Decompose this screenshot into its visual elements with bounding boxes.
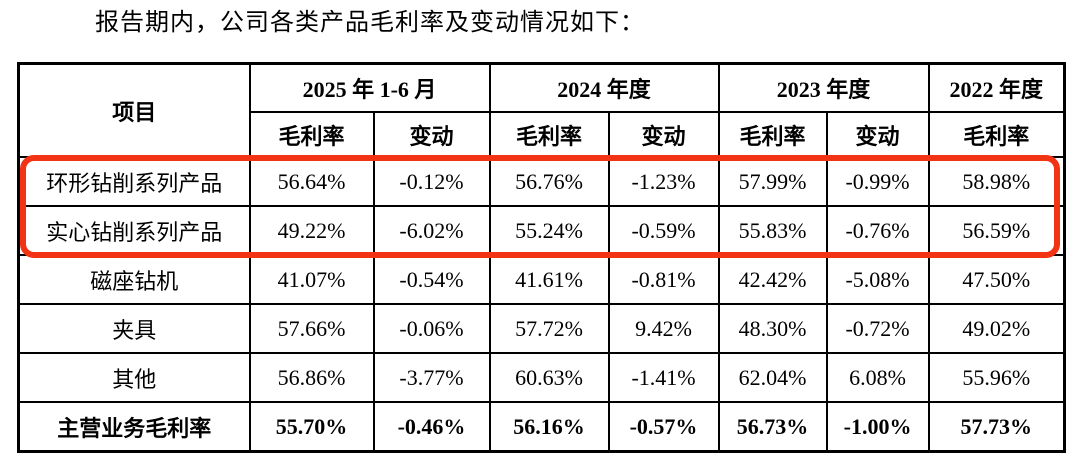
- subheader-gross-margin: 毛利率: [488, 111, 610, 158]
- cell: 49.22%: [248, 205, 375, 256]
- cell: 42.42%: [717, 254, 828, 305]
- cell: 49.02%: [927, 303, 1066, 354]
- cell: -0.81%: [607, 254, 720, 305]
- header-row-periods: 项目 2025 年 1-6 月 2024 年度 2023 年度 2022 年度: [17, 62, 1066, 158]
- cell: -1.41%: [607, 352, 720, 403]
- cell: 58.98%: [927, 156, 1066, 207]
- subheader-change: 变动: [607, 111, 720, 158]
- cell: -0.57%: [607, 401, 720, 453]
- cell: 57.72%: [488, 303, 610, 354]
- table-row-annular-drilling: 环形钻削系列产品 56.64% -0.12% 56.76% -1.23% 57.…: [17, 156, 1066, 207]
- period-header-2025h1: 2025 年 1-6 月: [248, 62, 491, 113]
- cell: 47.50%: [927, 254, 1066, 305]
- period-header-2022: 2022 年度: [927, 62, 1066, 113]
- table-row-fixtures: 夹具 57.66% -0.06% 57.72% 9.42% 48.30% -0.…: [17, 303, 1066, 354]
- row-label: 其他: [17, 352, 251, 403]
- cell: 57.99%: [717, 156, 828, 207]
- cell: 55.24%: [488, 205, 610, 256]
- cell: 56.16%: [488, 401, 610, 453]
- page-title: 报告期内，公司各类产品毛利率及变动情况如下：: [95, 10, 645, 36]
- cell: 55.70%: [248, 401, 375, 453]
- cell: -0.76%: [825, 205, 930, 256]
- cell: -1.23%: [607, 156, 720, 207]
- cell: 60.63%: [488, 352, 610, 403]
- subheader-change: 变动: [372, 111, 491, 158]
- cell: 56.64%: [248, 156, 375, 207]
- period-header-2024: 2024 年度: [488, 62, 720, 113]
- period-header-2023: 2023 年度: [717, 62, 930, 113]
- cell: -0.59%: [607, 205, 720, 256]
- cell: 55.83%: [717, 205, 828, 256]
- cell: 57.73%: [927, 401, 1066, 453]
- cell: 57.66%: [248, 303, 375, 354]
- cell: -0.99%: [825, 156, 930, 207]
- cell: -1.00%: [825, 401, 930, 453]
- subheader-gross-margin: 毛利率: [927, 111, 1066, 158]
- cell: -0.06%: [372, 303, 491, 354]
- gross-margin-table: 项目 2025 年 1-6 月 2024 年度 2023 年度 2022 年度 …: [17, 62, 1067, 453]
- cell: -5.08%: [825, 254, 930, 305]
- cell: 55.96%: [927, 352, 1066, 403]
- table-row-solid-drilling: 实心钻削系列产品 49.22% -6.02% 55.24% -0.59% 55.…: [17, 205, 1066, 256]
- row-label: 磁座钻机: [17, 254, 251, 305]
- cell: 62.04%: [717, 352, 828, 403]
- cell: 48.30%: [717, 303, 828, 354]
- cell: 56.59%: [927, 205, 1066, 256]
- cell: -0.54%: [372, 254, 491, 305]
- cell: 9.42%: [607, 303, 720, 354]
- row-label: 实心钻削系列产品: [17, 205, 251, 256]
- cell: -0.72%: [825, 303, 930, 354]
- cell: 56.73%: [717, 401, 828, 453]
- subheader-gross-margin: 毛利率: [717, 111, 828, 158]
- cell: 41.61%: [488, 254, 610, 305]
- cell: -3.77%: [372, 352, 491, 403]
- row-label: 环形钻削系列产品: [17, 156, 251, 207]
- subheader-gross-margin: 毛利率: [248, 111, 375, 158]
- row-label: 夹具: [17, 303, 251, 354]
- table-row-other: 其他 56.86% -3.77% 60.63% -1.41% 62.04% 6.…: [17, 352, 1066, 403]
- subheader-change: 变动: [825, 111, 930, 158]
- cell: -0.46%: [372, 401, 491, 453]
- cell: 56.76%: [488, 156, 610, 207]
- table-row-main-business-total: 主营业务毛利率 55.70% -0.46% 56.16% -0.57% 56.7…: [17, 401, 1066, 453]
- cell: 56.86%: [248, 352, 375, 403]
- cell: 41.07%: [248, 254, 375, 305]
- cell: 6.08%: [825, 352, 930, 403]
- cell: -6.02%: [372, 205, 491, 256]
- row-label: 主营业务毛利率: [17, 401, 251, 453]
- table-row-magnetic-drill: 磁座钻机 41.07% -0.54% 41.61% -0.81% 42.42% …: [17, 254, 1066, 305]
- corner-header-item: 项目: [17, 62, 251, 158]
- cell: -0.12%: [372, 156, 491, 207]
